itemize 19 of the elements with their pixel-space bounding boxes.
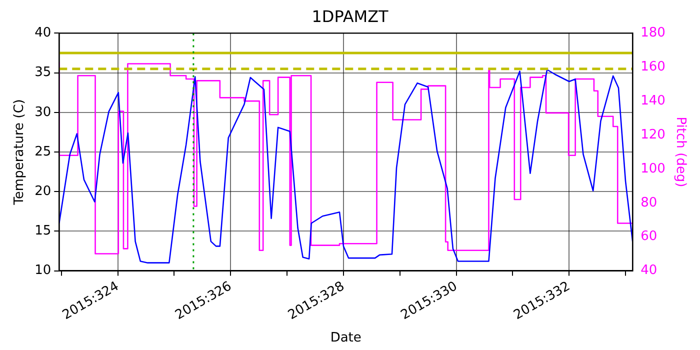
y-tick-label: 25 — [34, 144, 52, 160]
y2-axis-title: Pitch (deg) — [672, 116, 688, 188]
x-axis-title: Date — [330, 330, 362, 346]
chart-title: 1DPAMZT — [312, 6, 389, 26]
y-tick-label: 10 — [34, 263, 52, 278]
y-tick-label: 35 — [34, 65, 52, 80]
y2-tick-label: 140 — [640, 93, 666, 108]
y2-tick-label: 160 — [640, 60, 666, 75]
y2-tick-label: 120 — [640, 127, 666, 142]
y-tick-label: 30 — [34, 104, 52, 120]
y-tick-label: 20 — [34, 184, 52, 199]
y2-tick-label: 180 — [640, 26, 666, 41]
y2-tick-label: 100 — [640, 161, 666, 176]
y2-tick-label: 60 — [640, 229, 658, 244]
y-tick-label: 15 — [34, 224, 52, 239]
y2-tick-label: 80 — [640, 195, 658, 210]
y-axis-title: Temperature (C) — [12, 99, 28, 206]
y-tick-label: 40 — [34, 26, 52, 41]
y2-tick-label: 40 — [640, 263, 658, 278]
